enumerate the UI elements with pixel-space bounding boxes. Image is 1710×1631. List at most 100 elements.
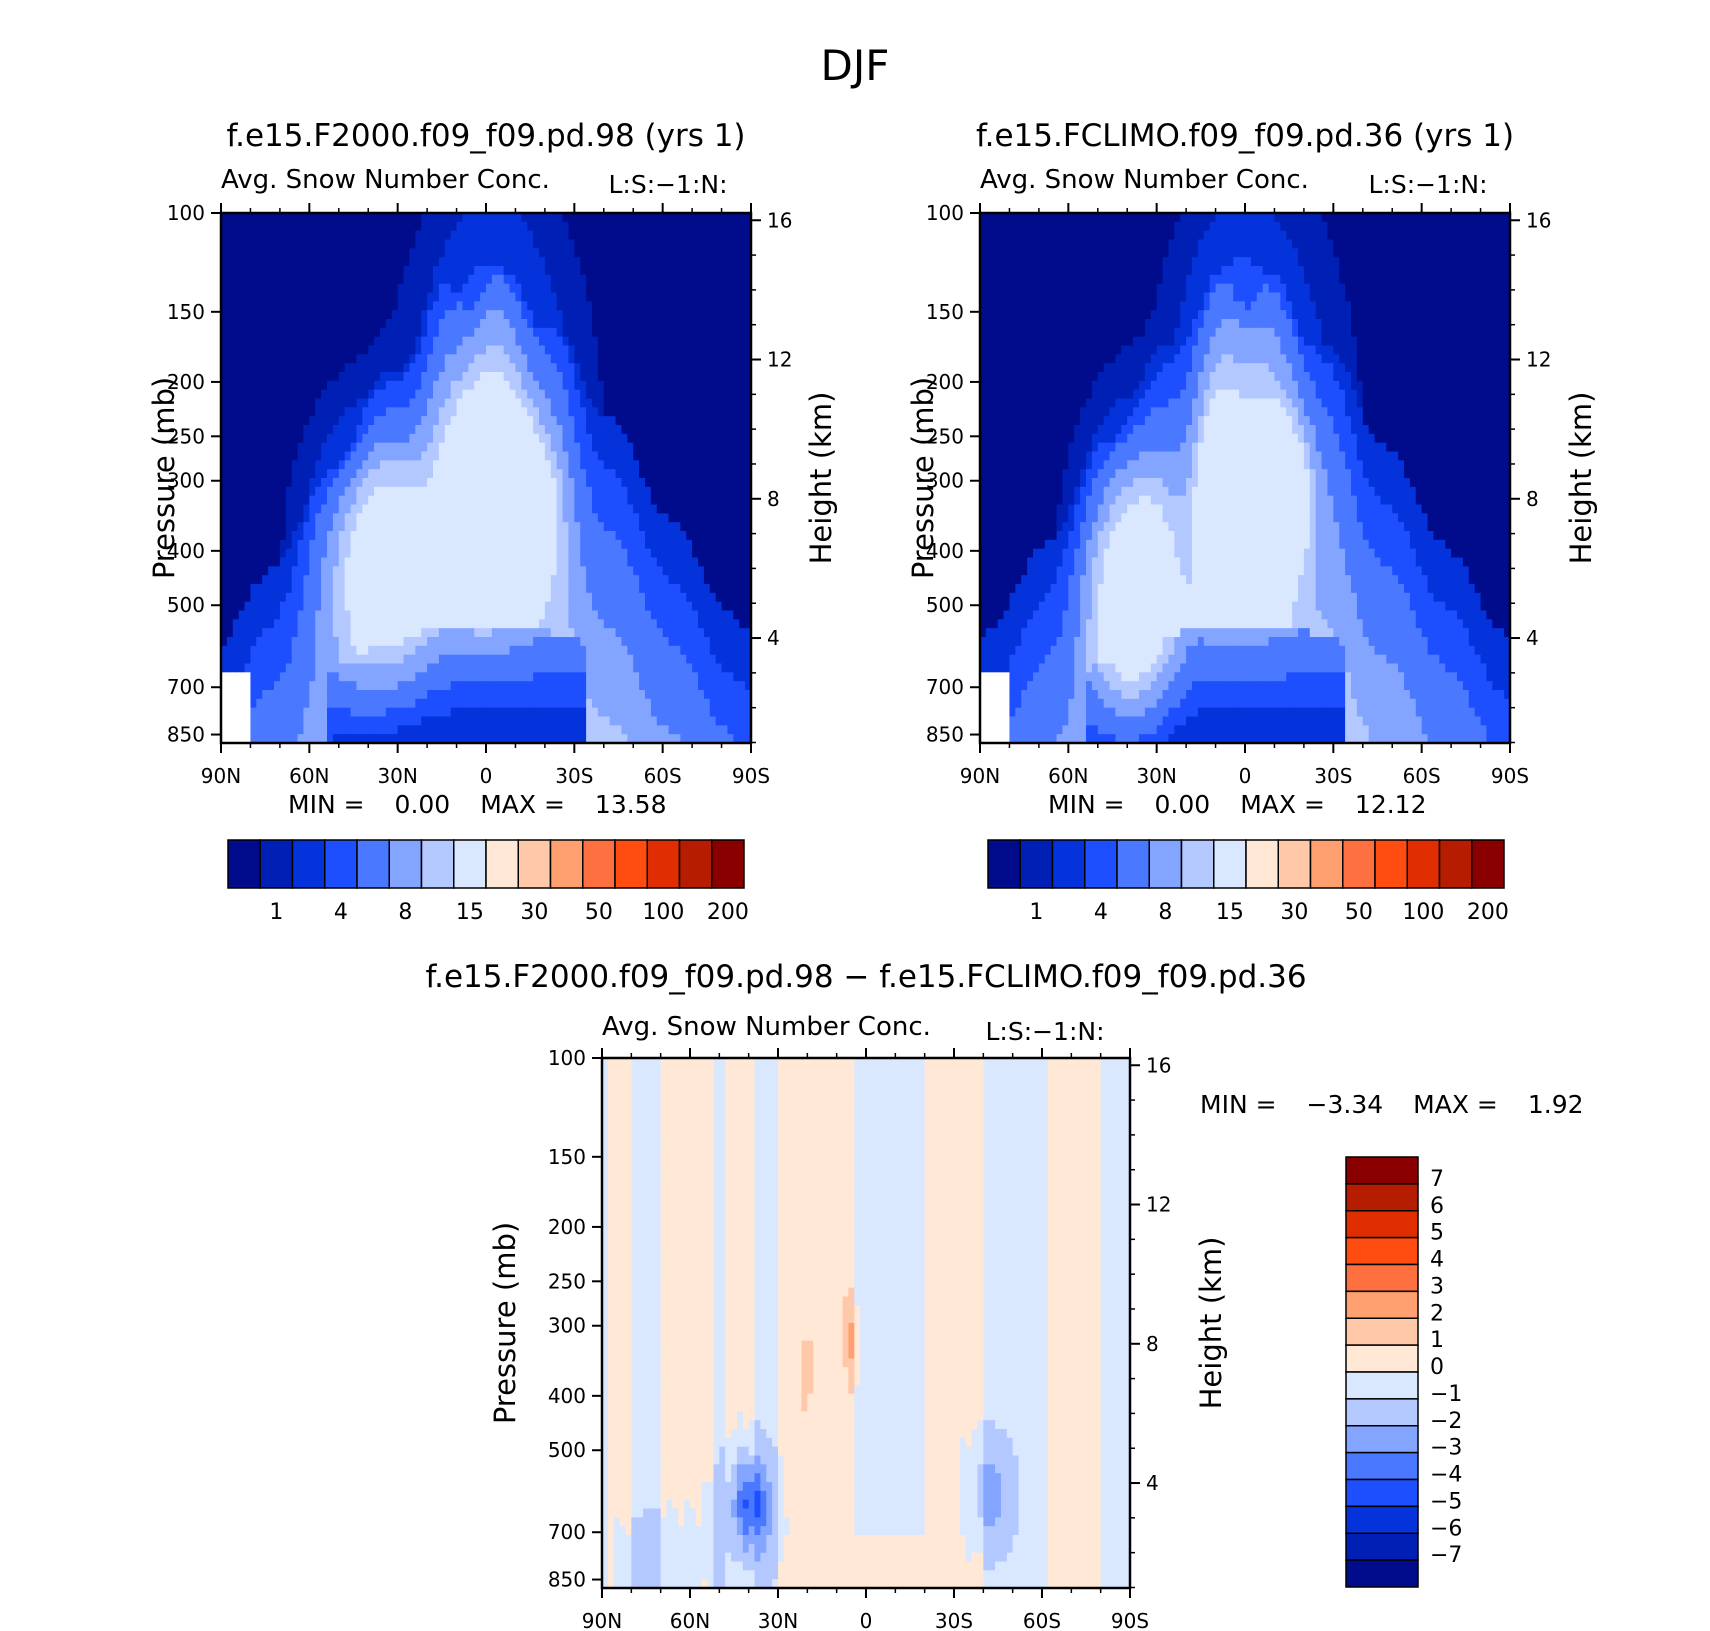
contour-cell [615,354,623,364]
contour-cell [586,566,593,576]
contour-cell [497,239,505,249]
contour-cell [403,698,411,709]
contour-cell [550,663,558,673]
contour-cell [609,610,617,620]
contour-cell [627,266,634,276]
contour-cell [556,663,564,673]
contour-cell [297,495,305,506]
contour-cell [586,575,593,585]
contour-cell [497,336,505,347]
contour-cell [480,654,487,665]
contour-cell [250,292,257,302]
contour-cell [668,575,676,585]
contour-cell [221,389,228,400]
contour-cell [568,531,575,541]
contour-cell [609,690,617,700]
contour-cell [232,213,240,223]
contour-cell [603,266,611,276]
contour-cell [698,389,705,400]
contour-cell [321,628,328,638]
contour-cell [686,645,693,656]
contour-cell [391,663,399,673]
contour-cell [650,478,658,488]
contour-cell [480,363,487,373]
contour-cell [221,513,228,523]
contour-cell [533,601,540,612]
contour-cell [391,637,399,647]
contour-cell [303,619,310,629]
contour-cell [656,654,664,665]
contour-cell [550,407,558,417]
contour-cell [668,319,676,329]
contour-cell [421,548,428,559]
contour-cell [721,319,729,329]
contour-cell [680,336,687,347]
contour-cell [556,380,564,391]
contour-cell [639,460,646,470]
contour-cell [444,407,452,417]
contour-cell [509,451,517,461]
contour-cell [568,310,575,320]
contour-cell [645,575,652,585]
contour-cell [627,433,634,444]
contour-cell [486,292,493,302]
contour-cell [615,645,623,656]
contour-cell [627,690,634,700]
contour-cell [515,486,522,497]
contour-cell [674,601,681,612]
contour-cell [297,389,305,400]
contour-cell [680,257,687,267]
contour-cell [703,310,711,320]
contour-cell [344,645,352,656]
contour-cell [497,213,505,223]
contour-cell [244,257,252,267]
contour-cell [668,663,676,673]
contour-cell [438,248,446,258]
contour-cell [474,672,481,682]
contour-cell [603,486,611,497]
contour-cell [433,513,440,523]
contour-cell [586,557,593,567]
contour-cell [533,681,540,691]
contour-cell [438,327,446,338]
contour-cell [450,363,458,373]
contour-cell [256,628,263,638]
contour-cell [262,257,269,267]
contour-cell [574,637,581,647]
contour-cell [721,274,729,285]
contour-cell [615,478,623,488]
contour-cell [409,584,416,594]
contour-cell [692,628,699,638]
contour-cell [362,654,369,665]
contour-cell [244,380,252,391]
contour-cell [556,469,564,479]
contour-cell [279,584,287,594]
contour-cell [721,478,729,488]
contour-cell [356,354,363,364]
contour-cell [238,327,246,338]
contour-cell [580,327,587,338]
contour-cell [745,601,752,612]
contour-cell [444,504,452,514]
contour-cell [285,566,293,576]
contour-cell [374,690,381,700]
contour-cell [562,619,570,629]
contour-cell [674,425,681,435]
contour-cell [374,478,381,488]
contour-cell [221,539,228,550]
contour-cell [315,513,322,523]
contour-cell [650,398,658,408]
contour-cell [586,336,593,347]
contour-cell [544,690,552,700]
contour-cell [415,566,422,576]
contour-cell [668,548,676,559]
contour-cell [344,557,352,567]
contour-cell [568,478,575,488]
contour-cell [739,672,746,682]
contour-cell [338,698,346,709]
contour-cell [327,389,334,400]
contour-cell [232,301,240,311]
contour-cell [362,416,369,426]
contour-cell [232,230,240,241]
contour-cell [403,495,411,506]
